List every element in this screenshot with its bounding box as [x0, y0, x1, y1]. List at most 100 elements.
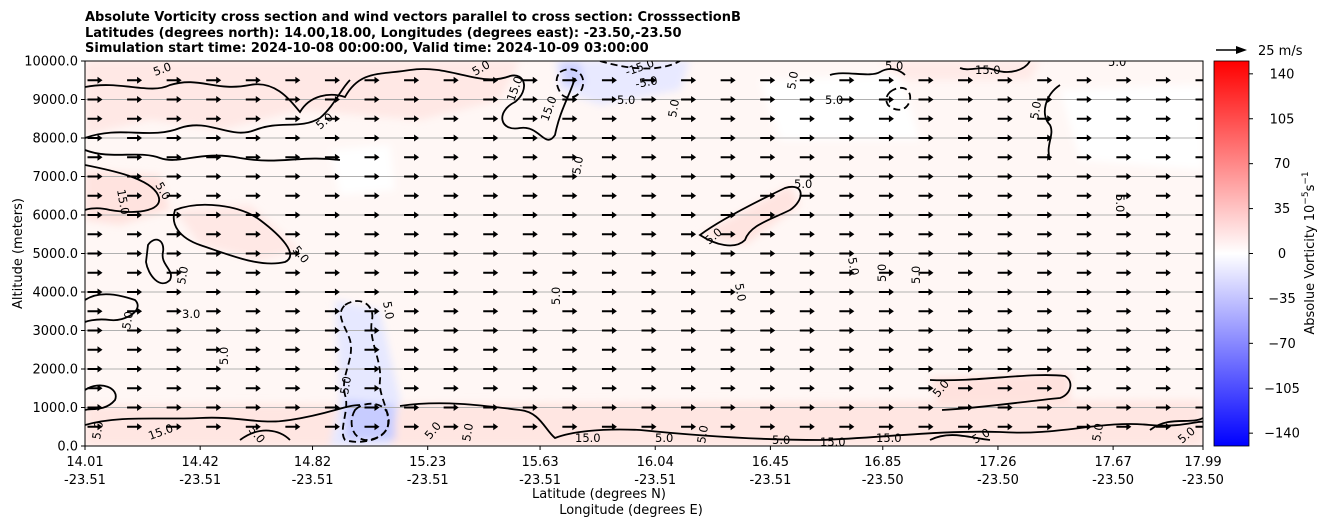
wind-vector-arrow	[760, 211, 776, 219]
wind-vector-arrow	[324, 211, 340, 219]
wind-vector-arrow	[562, 365, 578, 373]
wind-vector-arrow	[206, 307, 222, 315]
wind-vector-arrow	[958, 96, 974, 103]
colorbar-tick-label: −35	[1268, 292, 1295, 307]
contour-line	[172, 203, 292, 265]
y-tick-label: 0.0	[57, 440, 78, 455]
wind-vector-arrow	[1076, 230, 1092, 238]
wind-vector-arrow	[127, 346, 143, 354]
wind-vector-arrow	[799, 250, 815, 257]
wind-vector-arrow	[404, 230, 420, 238]
wind-vector-arrow	[522, 384, 538, 392]
wind-vector-arrow	[1037, 76, 1053, 84]
wind-vector-arrow	[404, 307, 420, 315]
wind-vector-arrow	[799, 211, 815, 219]
wind-vector-arrow	[245, 307, 261, 315]
wind-vector-arrow	[324, 327, 340, 334]
colorbar-label-unit-exp: −1	[1301, 171, 1311, 184]
wind-vector-arrow	[799, 327, 815, 334]
wind-vector-arrow	[285, 288, 301, 296]
wind-vector-arrow	[958, 192, 974, 200]
wind-vector-arrow	[522, 134, 538, 142]
wind-vector-arrow	[562, 288, 578, 296]
wind-vector-arrow	[324, 365, 340, 373]
y-tick-label: 2000.0	[33, 363, 79, 378]
wind-vector-arrow	[245, 288, 261, 296]
wind-vector-arrow	[799, 307, 815, 315]
wind-vector-arrow	[285, 307, 301, 315]
contour-line	[85, 79, 351, 139]
wind-vector-arrow	[1037, 423, 1053, 431]
wind-vector-arrow	[918, 250, 934, 257]
wind-vector-arrow	[285, 173, 301, 180]
contour-label: 5.0	[825, 93, 843, 107]
wind-vector-arrow	[958, 423, 974, 431]
white-region	[330, 145, 395, 195]
wind-vector-arrow	[760, 423, 776, 431]
neg-region	[555, 61, 690, 105]
wind-vector-arrow	[443, 115, 459, 123]
wind-vector-arrow	[285, 327, 301, 334]
wind-vector-arrow	[918, 307, 934, 315]
wind-vector-arrow	[562, 384, 578, 392]
wind-vector-arrow	[918, 76, 934, 84]
colorbar-tick-label: 140	[1270, 67, 1295, 82]
wind-vector-arrow	[483, 327, 499, 334]
wind-vector-arrow	[958, 327, 974, 334]
contour-label: 5.0	[380, 300, 397, 320]
wind-vector-arrow	[839, 307, 855, 315]
x-tick-label-lat: 16.85	[864, 455, 901, 470]
wind-vector-arrow	[483, 96, 499, 103]
wind-vector-arrow	[166, 173, 182, 180]
wind-vector-arrow	[1195, 368, 1203, 370]
wind-vector-arrow	[681, 230, 697, 238]
wind-vector-arrow	[324, 76, 340, 84]
quiver-key: 25 m/s	[1216, 44, 1303, 59]
wind-vector-arrow	[285, 76, 301, 84]
wind-vector-arrow	[641, 365, 657, 373]
wind-vector-arrow	[799, 153, 815, 161]
wind-vector-arrow	[127, 76, 143, 84]
wind-vector-arrow	[166, 423, 182, 431]
contour-label: 5.0	[845, 256, 862, 276]
wind-vector-arrow	[404, 288, 420, 296]
wind-vector-arrow	[1076, 404, 1092, 411]
wind-vector-arrow	[641, 76, 657, 84]
wind-vector-arrow	[681, 269, 697, 277]
colorbar-label-exp: −5	[1301, 191, 1311, 204]
wind-vector-arrow	[483, 230, 499, 238]
wind-vector-arrow	[720, 96, 736, 103]
wind-vector-arrow	[87, 134, 103, 142]
wind-vector-arrow	[522, 423, 538, 431]
wind-vector-arrow	[760, 134, 776, 142]
wind-vector-arrow	[404, 327, 420, 334]
y-tick-label: 5000.0	[33, 247, 79, 262]
wind-vector-arrow	[601, 404, 617, 411]
colorbar-tick-label: −70	[1268, 337, 1295, 352]
wind-vector-arrow	[878, 173, 894, 180]
colorbar-gradient	[1213, 60, 1250, 447]
x-tick-label-lat: 16.04	[637, 455, 674, 470]
wind-vector-arrow	[918, 192, 934, 200]
wind-vector-arrow	[245, 250, 261, 257]
wind-vector-arrow	[878, 230, 894, 238]
contour-label: 5.0	[772, 433, 790, 447]
wind-vector-arrow	[839, 153, 855, 161]
wind-vector-arrow	[522, 153, 538, 161]
wind-vector-arrow	[364, 230, 380, 238]
wind-vector-arrow	[1155, 307, 1171, 315]
wind-vector-arrow	[324, 423, 340, 431]
wind-vector-arrow	[324, 115, 340, 123]
pos-region	[880, 61, 1040, 80]
wind-vector-arrow	[878, 250, 894, 257]
wind-vector-arrow	[720, 173, 736, 180]
wind-vector-arrow	[166, 115, 182, 123]
wind-vector-arrow	[1116, 76, 1132, 84]
wind-vector-arrow	[443, 327, 459, 334]
wind-vector-arrow	[1076, 384, 1092, 392]
x-tick-label-lon: -23.51	[749, 473, 791, 488]
wind-vector-arrow	[404, 250, 420, 257]
wind-vector-arrow	[1195, 137, 1203, 139]
wind-vector-arrow	[166, 327, 182, 334]
wind-vector-arrow	[1155, 346, 1171, 354]
